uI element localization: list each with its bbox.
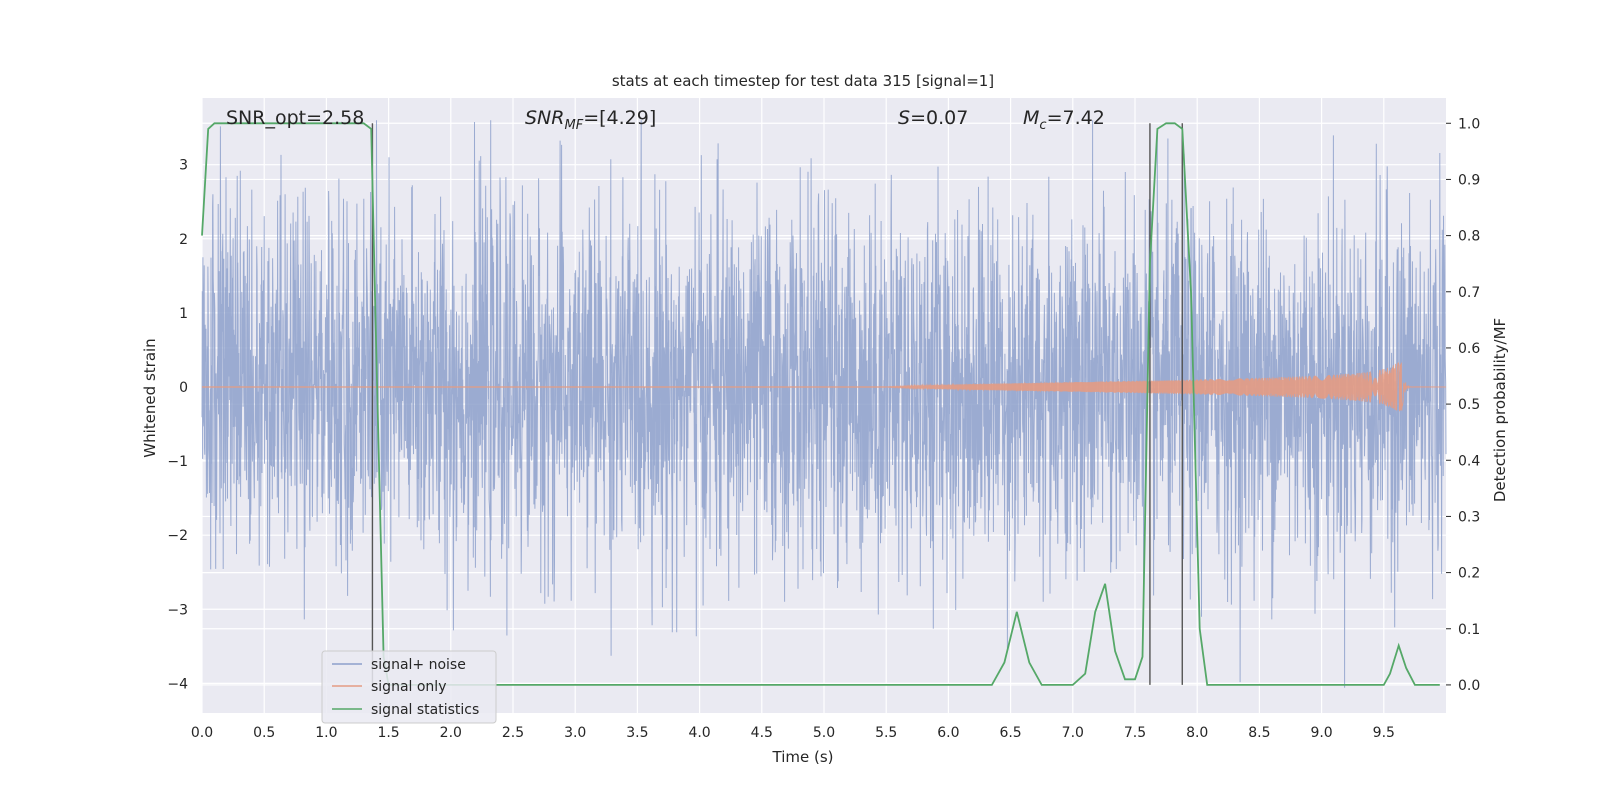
chart-title: stats at each timestep for test data 315… xyxy=(612,72,994,90)
x-tick-label: 9.0 xyxy=(1310,725,1332,741)
x-tick-label: 1.5 xyxy=(377,725,399,741)
x-tick-label: 2.5 xyxy=(502,725,524,741)
y-tick-label-right: 0.5 xyxy=(1458,397,1480,413)
y-axis-label-right: Detection probability/MF xyxy=(1491,318,1509,502)
snr-mf-subscript: MF xyxy=(564,118,583,133)
y-tick-label-right: 0.6 xyxy=(1458,341,1480,357)
x-tick-label: 9.5 xyxy=(1373,725,1395,741)
annotation-snr-mf: SNRMF=[4.29] xyxy=(525,107,656,133)
x-tick-label: 3.5 xyxy=(626,725,648,741)
x-axis-label: Time (s) xyxy=(772,748,834,766)
annotation-snr-opt: SNR_opt=2.58 xyxy=(226,107,364,129)
x-tick-label: 0.5 xyxy=(253,725,275,741)
signal-statistics-line xyxy=(201,122,1440,686)
x-tick-label: 8.5 xyxy=(1248,725,1270,741)
legend-label-statistics: signal statistics xyxy=(371,702,479,718)
y-tick-label-right: 0.3 xyxy=(1458,509,1480,525)
x-tick-label: 1.0 xyxy=(315,725,337,741)
x-tick-label: 4.5 xyxy=(751,725,773,741)
x-tick-label: 6.5 xyxy=(999,725,1021,741)
legend-box xyxy=(321,650,497,724)
y-tick-label-left: −2 xyxy=(167,528,188,544)
y-tick-label-right: 1.0 xyxy=(1458,116,1480,132)
mc-value: =7.42 xyxy=(1047,107,1105,129)
signal-noise-series xyxy=(201,120,1447,688)
x-tick-label: 8.0 xyxy=(1186,725,1208,741)
y-tick-label-left: −1 xyxy=(167,454,188,470)
x-tick-label: 3.0 xyxy=(564,725,586,741)
y-tick-label-right: 0.9 xyxy=(1458,172,1480,188)
y-tick-label-left: −4 xyxy=(167,676,188,692)
snr-mf-label: SNR xyxy=(525,107,564,129)
y-tick-label-right: 0.4 xyxy=(1458,453,1480,469)
tick-labels: 0.0 0.5 1.0 1.5 2.0 2.5 3.0 3.5 4.0 4.5 5.0 5.5 6.0 6… xyxy=(167,116,1480,741)
snr-mf-value: =[4.29] xyxy=(583,107,656,129)
y-tick-label-right: 0.8 xyxy=(1458,229,1480,245)
x-tick-label: 2.0 xyxy=(440,725,462,741)
y-tick-label-right: 0.7 xyxy=(1458,285,1480,301)
x-tick-label: 7.0 xyxy=(1062,725,1084,741)
x-tick-label: 5.0 xyxy=(813,725,835,741)
y-tick-label-left: 0 xyxy=(179,380,188,396)
legend: signal+ noise signal only signal statist… xyxy=(321,650,497,724)
y-tick-label-left: 2 xyxy=(179,232,188,248)
s-value: =0.07 xyxy=(910,107,968,129)
x-tick-label: 5.5 xyxy=(875,725,897,741)
y-tick-label-right: 0.1 xyxy=(1458,622,1480,638)
x-tick-label: 4.0 xyxy=(688,725,710,741)
x-tick-label: 7.5 xyxy=(1124,725,1146,741)
x-tick-label: 6.0 xyxy=(937,725,959,741)
signal-statistics-series xyxy=(201,122,1440,686)
mc-subscript: c xyxy=(1039,118,1046,133)
y-tick-label-left: −3 xyxy=(167,602,188,618)
y-tick-label-left: 3 xyxy=(179,158,188,174)
y-axis-label-left: Whitened strain xyxy=(141,338,159,457)
legend-label-signal: signal only xyxy=(371,679,446,695)
x-tick-label: 0.0 xyxy=(191,725,213,741)
y-tick-label-left: 1 xyxy=(179,306,188,322)
annotation-mc: Mc=7.42 xyxy=(1023,107,1105,133)
annotation-s: S=0.07 xyxy=(898,107,968,129)
y-tick-label-right: 0.2 xyxy=(1458,566,1480,582)
signal-noise-line xyxy=(201,120,1447,688)
mc-label: M xyxy=(1023,107,1039,129)
s-label: S xyxy=(898,107,910,129)
y-tick-label-right: 0.0 xyxy=(1458,678,1480,694)
legend-label-noise: signal+ noise xyxy=(371,657,466,673)
